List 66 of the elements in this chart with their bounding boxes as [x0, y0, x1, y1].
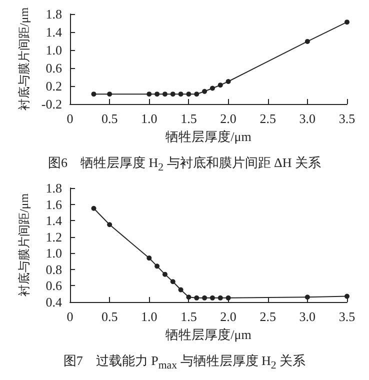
point	[210, 295, 215, 300]
point	[91, 92, 96, 97]
y-tick-label: 1.0	[46, 42, 62, 58]
point	[146, 92, 152, 97]
x-tick-label: 2.0	[220, 111, 236, 126]
x-tick-label: 0.5	[101, 309, 118, 324]
y-tick-label: 0.6	[46, 60, 62, 76]
point	[154, 264, 160, 269]
x-axis-title: 牺牲层厚度/μm	[166, 326, 252, 342]
point	[170, 92, 176, 97]
x-tick-label: 0	[66, 309, 74, 324]
y-tick-label: 0.4	[46, 294, 62, 310]
point	[226, 79, 231, 84]
point	[218, 82, 223, 88]
x-tick-label: 0	[66, 111, 74, 126]
x-tick-label: 0.5	[101, 111, 118, 126]
point	[170, 279, 176, 284]
point	[194, 92, 200, 97]
caption: 图7 过载能力 P$_{max}$ 与牺牲层厚度 H$_{2}$ 关系	[62, 352, 307, 372]
point	[107, 92, 112, 97]
point	[91, 206, 96, 211]
x-tick-label: 2.5	[260, 309, 276, 324]
x-tick-label: 3.5	[338, 111, 356, 126]
point	[178, 287, 184, 292]
x-axis-title: 牺牲层厚度/μm	[166, 128, 252, 144]
y-tick-label: 1.6	[46, 196, 62, 212]
caption: 图6 牺牲层厚度 H$_{2}$ 与衬底和膜片间距 ΔH 关系	[46, 154, 322, 174]
point	[344, 20, 350, 25]
y-tick-label: 0.8	[46, 262, 62, 277]
y-tick-label: 1.2	[46, 229, 62, 244]
point	[304, 294, 310, 300]
y-tick-label: 0.2	[46, 78, 62, 94]
point	[146, 256, 152, 261]
point	[186, 294, 192, 300]
point	[344, 294, 350, 299]
point	[107, 222, 112, 228]
point	[218, 295, 223, 300]
y-tick-label: 1.0	[46, 246, 62, 261]
x-tick-label: 3.0	[299, 111, 316, 126]
x-tick-label: 3.0	[299, 309, 316, 324]
y-axis-title: 衬底与膜片间距/μm	[17, 192, 31, 297]
point	[154, 92, 160, 97]
point	[210, 86, 215, 91]
point	[226, 295, 231, 300]
y-tick-label: 1.4	[46, 213, 62, 228]
y-axis-title: 衬底与膜片间距/μm	[17, 6, 31, 111]
point	[186, 92, 192, 97]
x-tick-label: 2.5	[260, 111, 276, 126]
point	[178, 92, 184, 97]
x-tick-label: 2.0	[220, 309, 236, 324]
x-tick-label: 1.5	[180, 309, 197, 324]
point	[304, 38, 310, 44]
y-tick-label: 0.6	[46, 278, 62, 294]
point	[202, 295, 208, 300]
y-tick-label: 1.4	[46, 24, 62, 40]
point	[162, 92, 168, 97]
x-tick-label: 1.5	[180, 111, 197, 126]
point	[202, 88, 208, 94]
y-tick-label: -0.2	[41, 96, 62, 112]
y-tick-label: 1.8	[46, 180, 62, 196]
x-tick-label: 1.0	[141, 111, 158, 126]
y-tick-label: 1.8	[46, 6, 62, 22]
point	[162, 272, 168, 277]
x-tick-label: 1.0	[141, 309, 158, 324]
x-tick-label: 3.5	[338, 309, 356, 324]
point	[194, 295, 200, 300]
